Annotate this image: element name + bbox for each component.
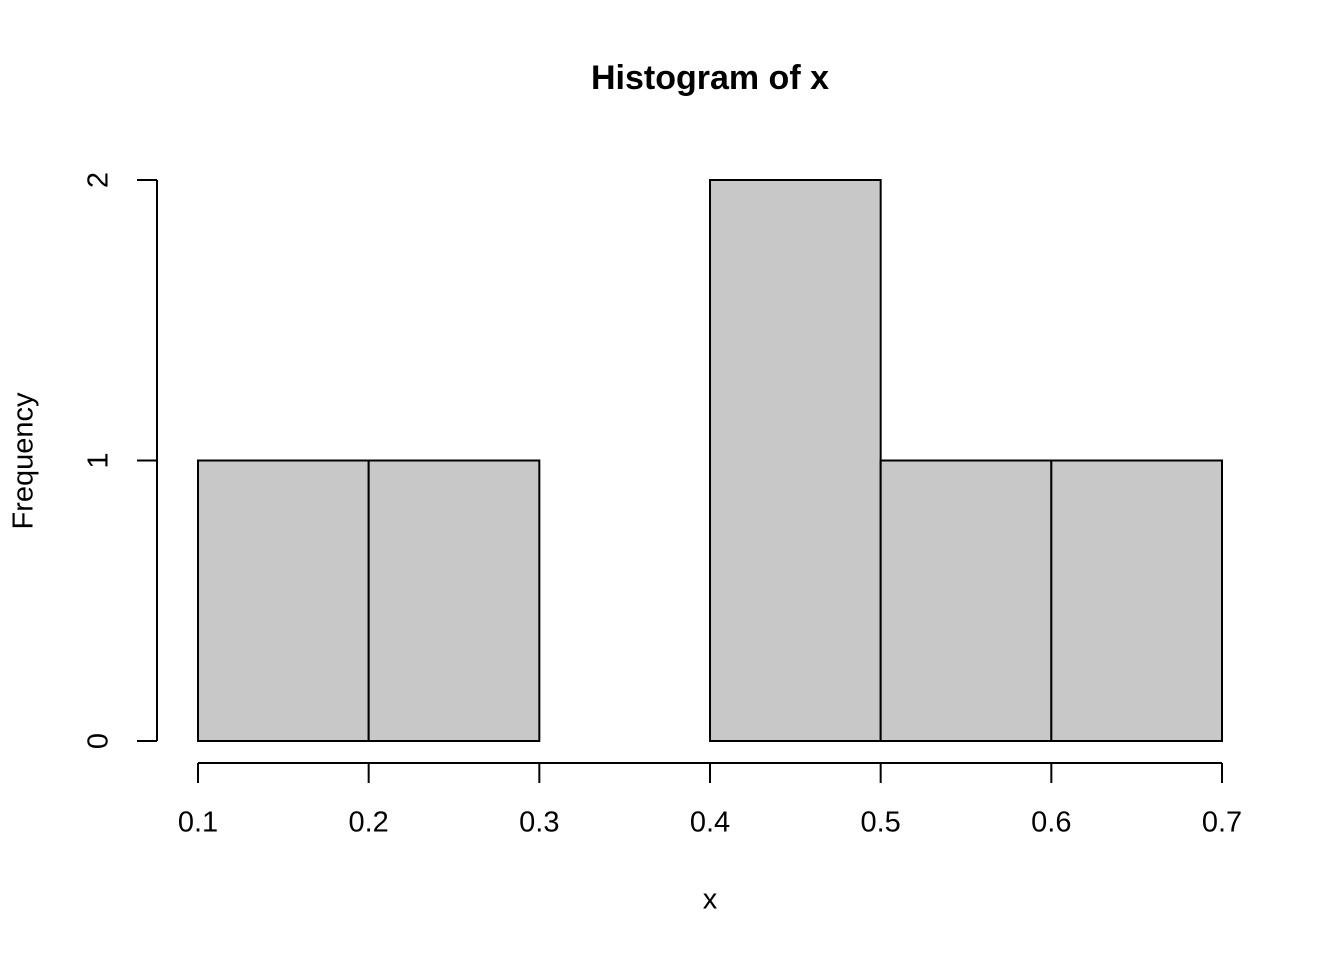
bar (197, 459, 370, 742)
x-axis-label: x (703, 884, 718, 916)
x-tick-label: 0.4 (690, 807, 730, 839)
y-tick-label: 1 (83, 452, 115, 468)
x-tick-label: 0.3 (519, 807, 559, 839)
bar (709, 179, 882, 742)
x-tick-label: 0.5 (861, 807, 901, 839)
x-tick-label: 0.2 (349, 807, 389, 839)
bar (879, 459, 1053, 742)
chart-title: Histogram of x (591, 59, 829, 97)
x-tick-label: 0.1 (178, 807, 218, 839)
bar (1050, 459, 1224, 742)
y-axis-label: Frequency (8, 392, 40, 530)
x-tick-label: 0.6 (1031, 807, 1071, 839)
y-tick-label: 2 (83, 172, 115, 188)
x-tick-label: 0.7 (1202, 807, 1242, 839)
y-tick-label: 0 (83, 733, 115, 749)
bar (367, 459, 541, 742)
